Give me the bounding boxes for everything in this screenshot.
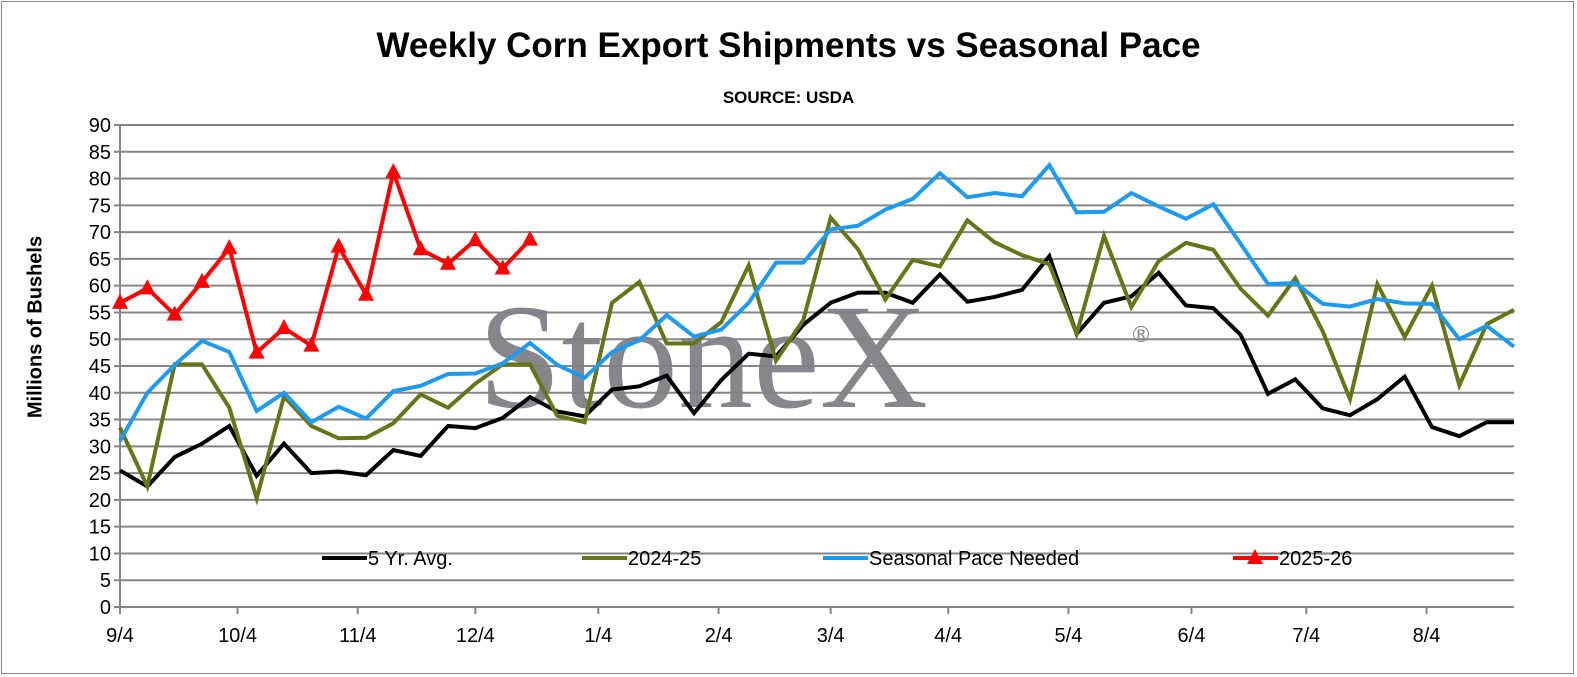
- y-tick-label: 60: [89, 276, 111, 298]
- x-tick-label: 6/4: [1178, 625, 1206, 647]
- y-tick-label: 80: [89, 169, 111, 191]
- x-tick-label: 10/4: [218, 625, 257, 647]
- chart-title: Weekly Corn Export Shipments vs Seasonal…: [376, 26, 1201, 65]
- watermark-logo: StoneX: [478, 274, 928, 440]
- legend-label: Seasonal Pace Needed: [869, 548, 1079, 570]
- data-point-marker: [221, 239, 238, 255]
- chart-subtitle: SOURCE: USDA: [722, 88, 855, 107]
- legend-label: 5 Yr. Avg.: [368, 548, 453, 570]
- series-line-0: [118, 252, 1514, 490]
- y-tick-label: 15: [89, 517, 111, 539]
- y-tick-label: 20: [89, 490, 111, 512]
- x-tick-label: 5/4: [1055, 625, 1083, 647]
- y-tick-label: 45: [89, 356, 111, 378]
- data-point-marker: [522, 230, 538, 246]
- x-tick-label: 3/4: [817, 625, 845, 647]
- data-point-marker: [494, 259, 511, 275]
- y-tick-label: 5: [100, 570, 111, 592]
- y-tick-label: 70: [89, 222, 111, 244]
- registered-mark: ®: [1130, 323, 1152, 348]
- data-point-marker: [194, 272, 210, 288]
- x-tick-label: 8/4: [1413, 625, 1441, 647]
- y-tick-label: 10: [89, 543, 111, 565]
- y-tick-label: 55: [89, 302, 111, 324]
- data-point-marker: [248, 343, 265, 359]
- y-tick-label: 85: [89, 142, 111, 164]
- y-tick-label: 0: [100, 597, 111, 619]
- series-line-3: [119, 164, 532, 357]
- x-tick-label: 7/4: [1292, 625, 1320, 647]
- y-tick-label: 30: [89, 436, 111, 458]
- data-point-marker: [440, 254, 456, 270]
- x-tick-label: 1/4: [584, 625, 612, 647]
- y-tick-label: 25: [89, 463, 111, 485]
- x-tick-label: 4/4: [934, 625, 962, 647]
- x-tick-label: 12/4: [456, 625, 495, 647]
- y-tick-label: 35: [89, 410, 111, 432]
- series-line-2: [118, 161, 1516, 442]
- data-point-marker: [276, 318, 292, 334]
- legend-label: 2024-25: [628, 548, 701, 570]
- legend-marker: [1247, 549, 1263, 564]
- y-tick-label: 90: [89, 115, 111, 137]
- data-point-marker: [412, 240, 429, 256]
- series-line-1: [118, 213, 1515, 506]
- y-tick-label: 65: [89, 249, 111, 271]
- data-point-marker: [303, 336, 320, 352]
- data-point-marker: [467, 231, 484, 247]
- data-point-marker: [358, 285, 374, 301]
- data-point-marker: [139, 279, 156, 295]
- x-tick-label: 11/4: [339, 625, 376, 647]
- data-point-marker: [385, 163, 402, 179]
- data-point-marker: [166, 305, 183, 321]
- y-tick-label: 75: [89, 195, 111, 217]
- y-tick-label: 40: [89, 383, 111, 405]
- x-tick-label: 9/4: [106, 625, 134, 647]
- x-tick-label: 2/4: [705, 625, 733, 647]
- y-tick-label: 50: [89, 329, 111, 351]
- data-point-marker: [112, 293, 128, 309]
- legend-label: 2025-26: [1279, 548, 1352, 570]
- data-point-marker: [330, 237, 347, 253]
